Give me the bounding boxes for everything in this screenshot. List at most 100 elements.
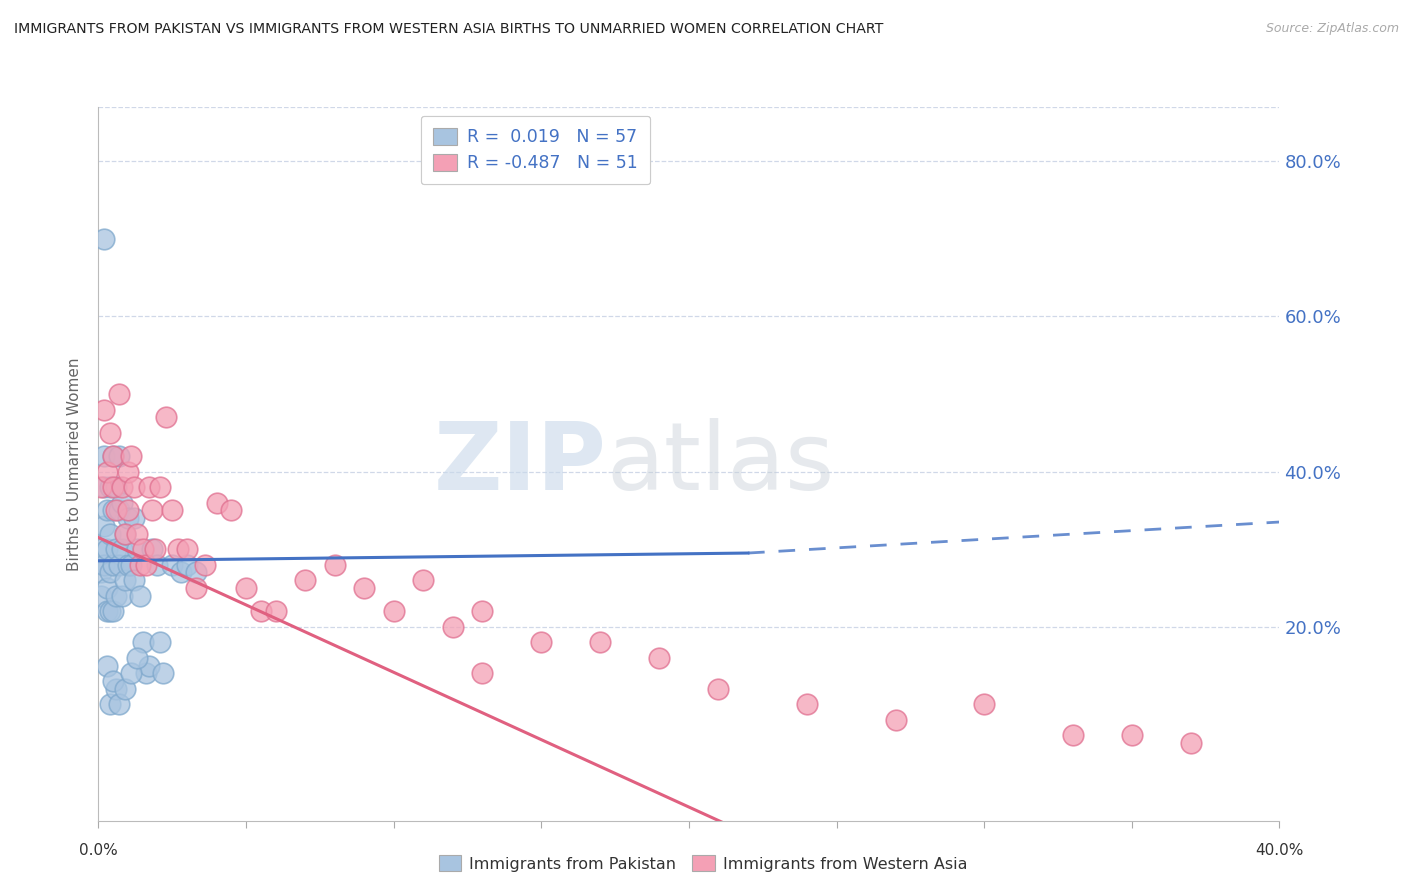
Point: [146, 558, 169, 572]
Point: [141, 542, 163, 557]
Point: [589, 635, 612, 649]
Point: [132, 542, 155, 557]
Point: [264, 604, 287, 618]
Point: [122, 573, 145, 587]
Point: [796, 698, 818, 712]
Point: [471, 604, 494, 618]
Point: [382, 604, 405, 618]
Point: [111, 480, 134, 494]
Point: [90, 566, 112, 580]
Point: [707, 681, 730, 696]
Point: [108, 387, 131, 401]
Point: [152, 666, 174, 681]
Point: [98, 566, 121, 580]
Point: [111, 495, 134, 509]
Point: [117, 465, 139, 479]
Text: atlas: atlas: [606, 417, 835, 510]
Point: [117, 558, 139, 572]
Point: [149, 480, 172, 494]
Point: [884, 713, 907, 727]
Point: [135, 666, 157, 681]
Point: [176, 558, 198, 572]
Point: [93, 519, 115, 533]
Point: [120, 449, 142, 463]
Point: [1180, 736, 1202, 750]
Point: [294, 573, 316, 587]
Point: [103, 558, 125, 572]
Legend: Immigrants from Pakistan, Immigrants from Western Asia: Immigrants from Pakistan, Immigrants fro…: [430, 847, 976, 880]
Point: [138, 480, 160, 494]
Point: [167, 542, 190, 557]
Legend: R =  0.019   N = 57, R = -0.487   N = 51: R = 0.019 N = 57, R = -0.487 N = 51: [420, 116, 651, 185]
Point: [96, 658, 118, 673]
Point: [103, 449, 125, 463]
Point: [205, 495, 228, 509]
Point: [530, 635, 553, 649]
Point: [96, 581, 118, 595]
Point: [103, 449, 125, 463]
Point: [93, 558, 115, 572]
Point: [98, 604, 121, 618]
Point: [117, 503, 139, 517]
Point: [98, 698, 121, 712]
Text: 40.0%: 40.0%: [1256, 843, 1303, 858]
Point: [105, 503, 128, 517]
Point: [120, 558, 142, 572]
Point: [125, 526, 148, 541]
Point: [96, 542, 118, 557]
Text: ZIP: ZIP: [433, 417, 606, 510]
Point: [90, 480, 112, 494]
Point: [648, 650, 671, 665]
Point: [98, 480, 121, 494]
Point: [973, 698, 995, 712]
Point: [162, 558, 183, 572]
Point: [105, 681, 128, 696]
Point: [114, 573, 136, 587]
Point: [250, 604, 273, 618]
Point: [98, 526, 121, 541]
Point: [412, 573, 434, 587]
Point: [128, 558, 150, 572]
Point: [111, 542, 134, 557]
Point: [108, 449, 131, 463]
Point: [143, 542, 166, 557]
Point: [96, 604, 118, 618]
Point: [176, 542, 198, 557]
Point: [219, 503, 242, 517]
Point: [96, 465, 118, 479]
Point: [105, 542, 128, 557]
Point: [114, 681, 136, 696]
Point: [93, 449, 115, 463]
Point: [471, 666, 494, 681]
Point: [125, 650, 148, 665]
Point: [108, 698, 131, 712]
Point: [108, 558, 131, 572]
Point: [105, 480, 128, 494]
Text: IMMIGRANTS FROM PAKISTAN VS IMMIGRANTS FROM WESTERN ASIA BIRTHS TO UNMARRIED WOM: IMMIGRANTS FROM PAKISTAN VS IMMIGRANTS F…: [14, 22, 883, 37]
Text: 0.0%: 0.0%: [79, 843, 118, 858]
Point: [105, 589, 128, 603]
Point: [132, 635, 155, 649]
Text: Source: ZipAtlas.com: Source: ZipAtlas.com: [1265, 22, 1399, 36]
Point: [1062, 728, 1084, 742]
Point: [93, 232, 115, 246]
Point: [162, 503, 183, 517]
Point: [117, 511, 139, 525]
Point: [96, 503, 118, 517]
Point: [93, 402, 115, 417]
Point: [111, 589, 134, 603]
Point: [170, 566, 193, 580]
Point: [93, 480, 115, 494]
Point: [125, 542, 148, 557]
Point: [120, 666, 142, 681]
Point: [114, 526, 136, 541]
Point: [122, 480, 145, 494]
Point: [155, 410, 177, 425]
Point: [184, 581, 207, 595]
Point: [90, 542, 112, 557]
Point: [114, 526, 136, 541]
Point: [108, 503, 131, 517]
Point: [103, 673, 125, 688]
Point: [141, 503, 163, 517]
Point: [194, 558, 217, 572]
